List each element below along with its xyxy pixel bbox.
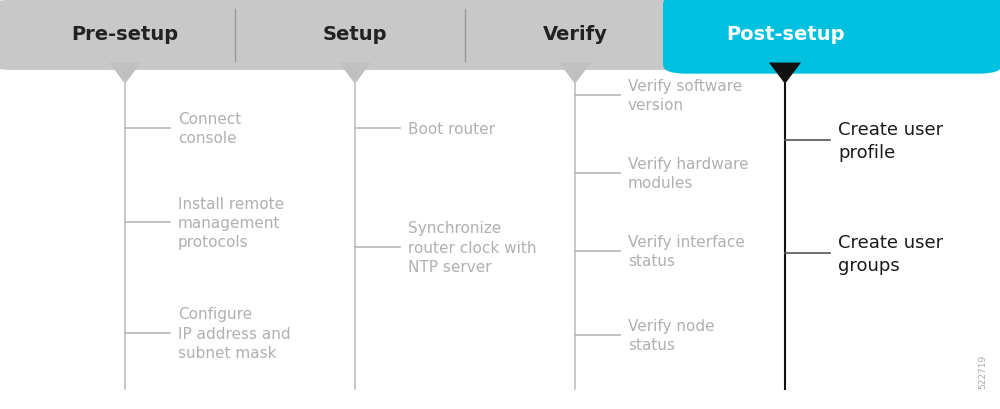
Text: Install remote
management
protocols: Install remote management protocols — [178, 196, 284, 249]
Text: Configure
IP address and
subnet mask: Configure IP address and subnet mask — [178, 307, 291, 360]
Polygon shape — [769, 63, 801, 85]
Text: Synchronize
router clock with
NTP server: Synchronize router clock with NTP server — [408, 221, 536, 274]
FancyBboxPatch shape — [663, 0, 1000, 74]
Text: Post-setup: Post-setup — [726, 25, 844, 44]
Text: Setup: Setup — [323, 25, 387, 44]
Text: Create user
profile: Create user profile — [838, 121, 943, 162]
Polygon shape — [339, 63, 371, 85]
Text: Verify node
status: Verify node status — [628, 318, 715, 353]
Text: Verify interface
status: Verify interface status — [628, 234, 745, 269]
Text: 522719: 522719 — [978, 354, 988, 389]
Text: Verify software
version: Verify software version — [628, 79, 742, 113]
Text: Verify hardware
modules: Verify hardware modules — [628, 157, 749, 191]
Text: Connect
console: Connect console — [178, 112, 241, 146]
Text: Create user
groups: Create user groups — [838, 233, 943, 274]
FancyBboxPatch shape — [0, 1, 1000, 71]
Polygon shape — [559, 63, 591, 85]
Text: Verify: Verify — [543, 25, 607, 44]
Text: Boot router: Boot router — [408, 121, 495, 136]
Text: Pre-setup: Pre-setup — [71, 25, 179, 44]
Polygon shape — [109, 63, 141, 85]
